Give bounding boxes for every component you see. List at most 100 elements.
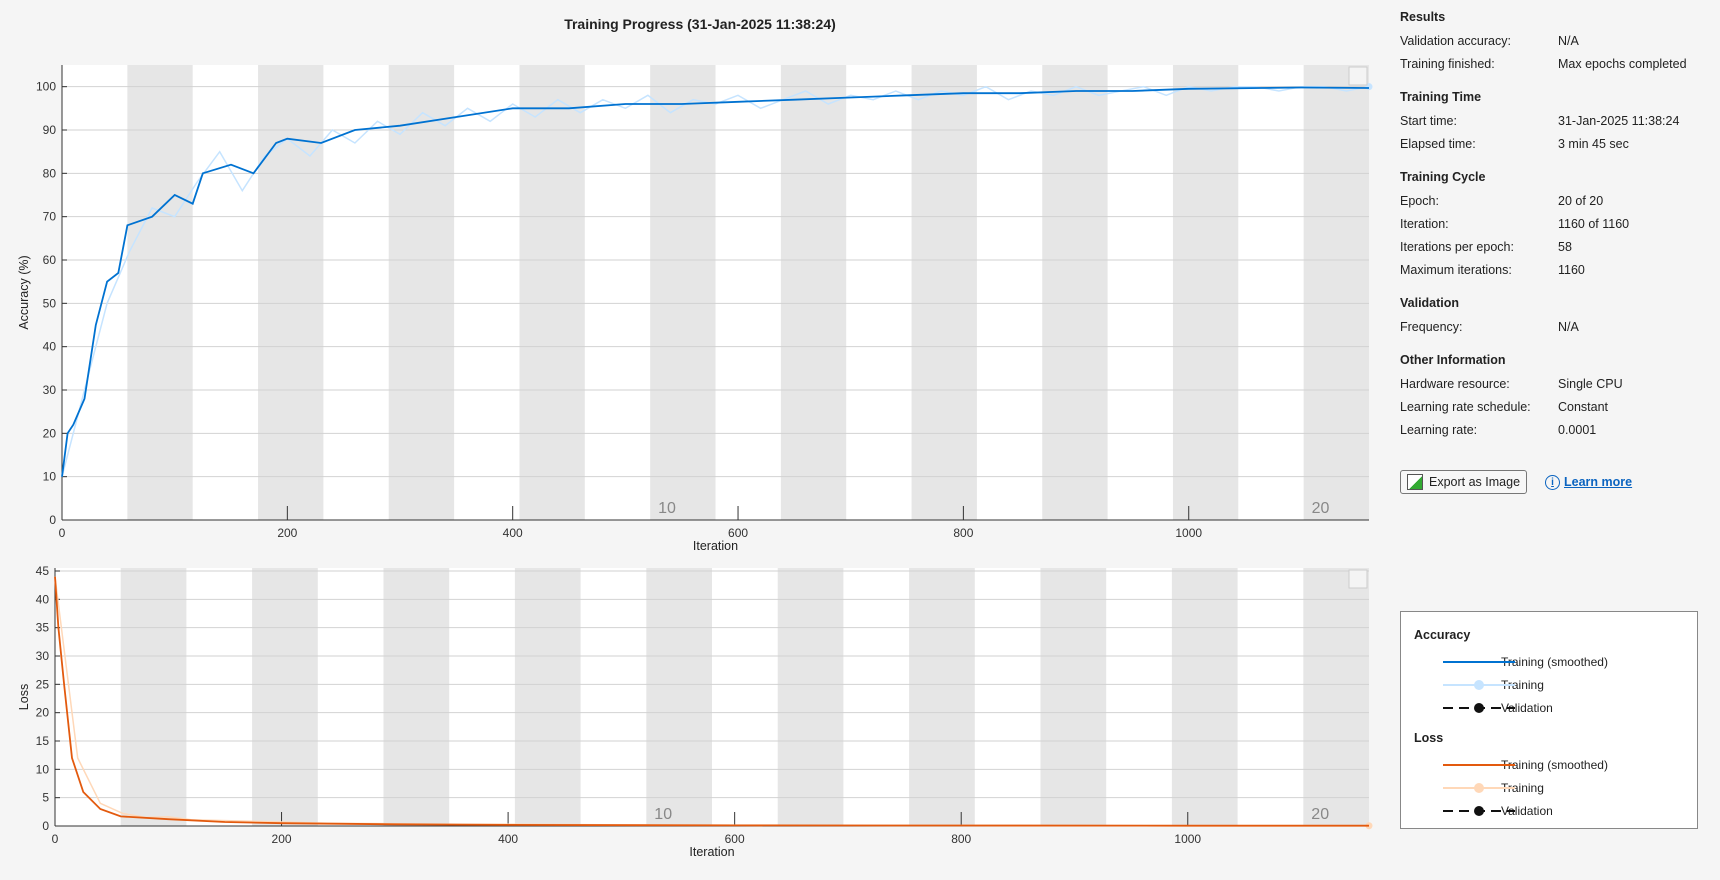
- export-image-icon: [1407, 474, 1423, 490]
- info-label: Training finished:: [1400, 57, 1495, 71]
- y-tick-label: 25: [36, 677, 50, 691]
- epoch-band: [120, 568, 187, 826]
- export-as-image-button[interactable]: Export as Image: [1400, 470, 1528, 494]
- epoch-band: [646, 568, 712, 826]
- y-tick-label: 30: [36, 649, 50, 663]
- epoch-band: [777, 568, 844, 826]
- epoch-band: [650, 65, 716, 520]
- x-tick-label: 200: [277, 526, 297, 540]
- legend-acc-smoothed: Training (smoothed): [1501, 655, 1608, 669]
- legend-training-marker: [1474, 783, 1484, 793]
- info-row: Iterations per epoch: 58: [1400, 236, 1710, 259]
- info-value: Max epochs completed: [1558, 57, 1687, 71]
- y-tick-label: 20: [43, 426, 57, 440]
- legend: Accuracy Training (smoothed) Training Va…: [1400, 611, 1698, 829]
- legend-acc-validation: Validation: [1501, 701, 1553, 715]
- legend-swatches: [1443, 661, 1515, 816]
- info-value: 31-Jan-2025 11:38:24: [1558, 114, 1680, 128]
- info-row: Maximum iterations: 1160: [1400, 259, 1710, 282]
- info-panel: Results Validation accuracy: N/A Training f…: [1400, 8, 1710, 442]
- info-value: 58: [1558, 240, 1572, 254]
- y-tick-label: 5: [42, 791, 49, 805]
- x-tick-label: 400: [503, 526, 523, 540]
- learn-more-label: Learn more: [1564, 475, 1633, 489]
- y-tick-label: 40: [43, 340, 57, 354]
- info-row: Hardware resource: Single CPU: [1400, 373, 1710, 396]
- x-tick-label: 800: [953, 526, 973, 540]
- y-tick-label: 80: [43, 166, 57, 180]
- info-value: Constant: [1558, 400, 1609, 414]
- info-value: N/A: [1558, 320, 1579, 334]
- y-tick-label: 60: [43, 253, 57, 267]
- learn-more-link[interactable]: i Learn more: [1545, 474, 1633, 490]
- info-label: Frequency:: [1400, 320, 1463, 334]
- export-axes-icon[interactable]: [1348, 66, 1368, 86]
- export-label: Export as Image: [1429, 475, 1521, 489]
- epoch-band: [780, 65, 847, 520]
- y-tick-label: 15: [36, 734, 50, 748]
- x-tick-label: 1000: [1174, 832, 1201, 846]
- info-label: Iterations per epoch:: [1400, 240, 1514, 254]
- info-value: 20 of 20: [1558, 194, 1604, 208]
- info-icon: i: [1545, 474, 1561, 490]
- info-value: 1160 of 1160: [1558, 217, 1630, 231]
- legend-validation-marker: [1474, 703, 1484, 713]
- info-value: Single CPU: [1558, 377, 1623, 391]
- epoch-band: [383, 568, 450, 826]
- epoch-band: [911, 65, 977, 520]
- info-value: 0.0001: [1558, 423, 1597, 437]
- y-tick-label: 45: [36, 564, 50, 578]
- info-row: Learning rate: 0.0001: [1400, 419, 1710, 442]
- info-value: 3 min 45 sec: [1558, 137, 1629, 151]
- section-heading: Training Cycle: [1400, 170, 1486, 184]
- y-tick-label: 0: [49, 513, 56, 527]
- y-tick-label: 70: [43, 210, 57, 224]
- y-axis-label: Loss: [17, 684, 31, 710]
- epoch-band: [127, 65, 193, 520]
- info-label: Validation accuracy:: [1400, 34, 1511, 48]
- y-tick-label: 10: [43, 470, 57, 484]
- legend-validation-marker: [1474, 806, 1484, 816]
- info-label: Learning rate:: [1400, 423, 1478, 437]
- section-heading: Results: [1400, 10, 1446, 24]
- legend-accuracy-heading: Accuracy: [1414, 628, 1471, 642]
- section-heading: Training Time: [1400, 90, 1482, 104]
- x-axis-label: Iteration: [689, 845, 734, 859]
- accuracy-training-smoothed-line: [61, 86, 1370, 477]
- epoch-band: [258, 65, 324, 520]
- epoch-band: [514, 568, 581, 826]
- info-row: Iteration: 1160 of 1160: [1400, 213, 1710, 236]
- info-label: Start time:: [1400, 114, 1457, 128]
- legend-loss-training: Training: [1501, 781, 1544, 795]
- info-row: Start time: 31-Jan-2025 11:38:24: [1400, 110, 1710, 133]
- info-label: Elapsed time:: [1400, 137, 1476, 151]
- epoch-band: [1303, 65, 1369, 520]
- legend-loss-heading: Loss: [1414, 731, 1444, 745]
- info-value: 1160: [1558, 263, 1585, 277]
- info-row: Validation accuracy: N/A: [1400, 30, 1710, 53]
- epoch-band: [252, 568, 318, 826]
- info-label: Maximum iterations:: [1400, 263, 1512, 277]
- y-tick-label: 90: [43, 123, 57, 137]
- epoch-band: [1042, 65, 1108, 520]
- y-axis-label: Accuracy (%): [17, 255, 31, 329]
- y-tick-label: 50: [43, 296, 57, 310]
- x-tick-label: 600: [728, 526, 748, 540]
- y-tick-label: 0: [42, 819, 49, 833]
- export-axes-icon[interactable]: [1348, 569, 1368, 589]
- info-row: Learning rate schedule: Constant: [1400, 396, 1710, 419]
- x-tick-label: 600: [725, 832, 745, 846]
- x-tick-label: 200: [272, 832, 292, 846]
- info-value: N/A: [1558, 34, 1579, 48]
- epoch-label: 10: [654, 806, 672, 823]
- legend-training-marker: [1474, 680, 1484, 690]
- epoch-label: 10: [658, 500, 676, 517]
- actions: Export as Image i Learn more: [1400, 470, 1632, 494]
- x-tick-label: 1000: [1175, 526, 1202, 540]
- epoch-band: [1172, 65, 1239, 520]
- info-label: Hardware resource:: [1400, 377, 1510, 391]
- y-tick-label: 40: [36, 592, 50, 606]
- epoch-label: 20: [1312, 500, 1330, 517]
- info-row: Elapsed time: 3 min 45 sec: [1400, 133, 1710, 156]
